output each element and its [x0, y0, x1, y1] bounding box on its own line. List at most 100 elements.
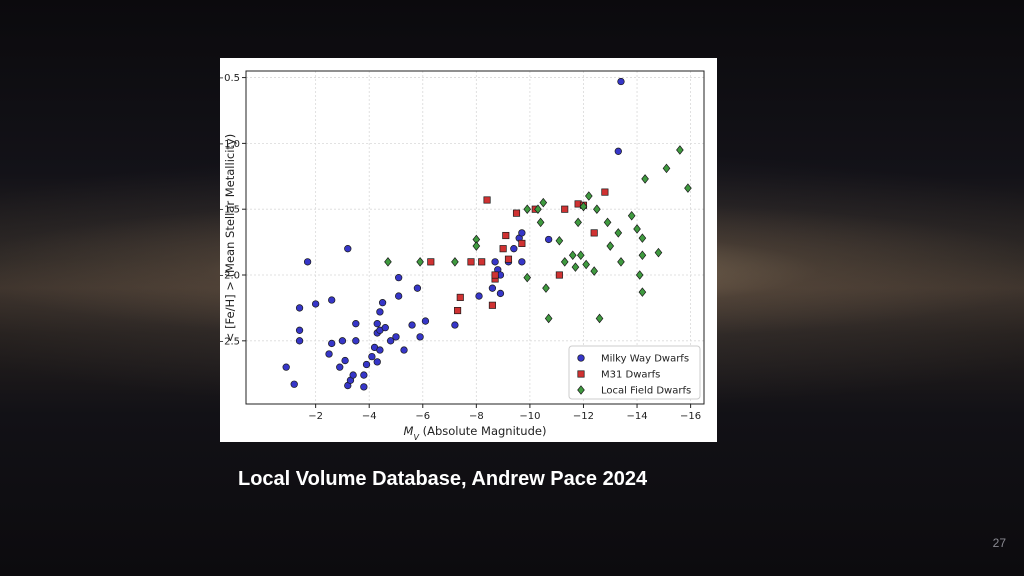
diamond-data-point — [555, 236, 564, 246]
diamond-data-point — [536, 217, 545, 228]
square-data-point — [518, 239, 526, 247]
circle-data-point — [421, 317, 430, 325]
legend-label: Milky Way Dwarfs — [601, 354, 689, 365]
diamond-data-point — [593, 204, 601, 214]
slide-caption: Local Volume Database, Andrew Pace 2024 — [238, 468, 648, 490]
circle-data-point — [491, 258, 499, 266]
diamond-data-point — [574, 217, 582, 228]
circle-data-point — [303, 258, 312, 266]
circle-data-point — [617, 77, 625, 86]
diamond-data-point — [662, 163, 671, 174]
circle-data-point — [341, 356, 349, 365]
diamond-data-point — [638, 233, 647, 243]
y-axis-label: < [Fe/H] > (Mean Stellar Metallicity) — [223, 134, 237, 342]
square-data-point — [456, 293, 464, 301]
circle-data-point — [395, 273, 403, 282]
diamond-data-point — [595, 313, 604, 324]
circle-data-point — [392, 333, 400, 341]
circle-data-point — [488, 284, 497, 292]
square-data-point — [488, 301, 496, 309]
slide-page-number: 27 — [992, 536, 1006, 550]
diamond-data-point — [571, 262, 580, 272]
circle-data-point — [545, 235, 553, 244]
y-tick-label: −2.0 — [220, 271, 240, 282]
circle-data-point — [614, 147, 622, 155]
circle-data-point — [376, 346, 384, 354]
circle-data-point — [518, 258, 526, 266]
diamond-data-point — [641, 174, 649, 184]
circle-data-point — [373, 320, 381, 328]
square-data-point — [555, 271, 563, 279]
diamond-data-point — [560, 257, 569, 267]
legend-label: M31 Dwarfs — [601, 370, 660, 381]
circle-data-point — [295, 304, 304, 312]
diamond-data-point — [384, 257, 392, 267]
x-tick-label: −12 — [573, 411, 594, 422]
circle-data-point — [362, 360, 371, 369]
diamond-data-point — [576, 250, 585, 261]
circle-data-point — [475, 292, 483, 300]
legend-diamond-marker — [577, 385, 585, 395]
diamond-data-point — [614, 228, 623, 238]
circle-data-point — [360, 371, 368, 379]
diamond-data-point — [633, 224, 641, 234]
circle-data-point — [416, 333, 424, 341]
diamond-data-point — [416, 257, 424, 267]
chart-legend: Milky Way Dwarfs M31 Dwarfs Local Field Dw… — [568, 345, 701, 400]
axis-ticks: −2 −4 −6 −8 −10 −12 −14 −16 −0.5 −1.0 −1.5 −2.0 −2.5 — [220, 73, 701, 422]
square-data-point — [478, 258, 486, 266]
diamond-data-point — [472, 241, 481, 251]
diamond-data-point — [542, 283, 550, 293]
circle-data-point — [408, 321, 416, 329]
diamond-data-point — [654, 247, 663, 258]
diamond-data-point — [582, 259, 590, 270]
x-axis-label-symbol: M — [404, 424, 414, 438]
circle-data-point — [378, 299, 387, 307]
circle-data-point — [336, 363, 344, 371]
circle-data-point — [496, 289, 505, 298]
diamond-data-point — [684, 183, 692, 193]
circle-data-point — [451, 321, 459, 329]
circle-data-point — [368, 352, 376, 361]
circle-data-point — [349, 371, 357, 379]
square-data-point — [467, 258, 475, 266]
circle-data-point — [400, 346, 408, 354]
y-tick-label: −0.5 — [220, 73, 240, 84]
legend-circle-marker — [577, 354, 585, 362]
square-data-point — [601, 188, 609, 196]
diamond-data-point — [635, 270, 644, 280]
x-tick-label: −14 — [626, 411, 647, 422]
circle-data-point — [290, 380, 298, 388]
circle-data-point — [413, 284, 422, 292]
legend-square-marker — [577, 370, 585, 378]
x-tick-label: −10 — [519, 411, 540, 422]
x-tick-label: −4 — [362, 411, 377, 422]
diamond-data-point — [539, 197, 548, 208]
square-data-point — [504, 255, 513, 263]
diamond-data-point — [568, 250, 577, 261]
diamond-data-point — [585, 191, 593, 201]
series-circle-points — [282, 77, 625, 391]
legend-box — [568, 345, 701, 400]
circle-data-point — [510, 245, 518, 253]
square-data-point — [491, 271, 499, 279]
diamond-data-point — [523, 204, 532, 214]
circle-data-point — [352, 320, 360, 328]
y-tick-label: −1.0 — [220, 139, 240, 150]
square-data-point — [502, 231, 510, 240]
circle-data-point — [381, 324, 389, 332]
circle-data-point — [295, 337, 304, 345]
diamond-data-point — [534, 204, 542, 214]
diamond-data-point — [451, 257, 459, 267]
legend-entries: Milky Way Dwarfs M31 Dwarfs Local Field Dw… — [577, 354, 691, 397]
x-axis-label: MV (Absolute Magnitude) — [404, 424, 547, 442]
diamond-data-point — [606, 241, 615, 251]
x-tick-label: −2 — [308, 411, 323, 422]
circle-data-point — [295, 326, 304, 334]
circle-data-point — [373, 358, 381, 366]
circle-data-point — [386, 337, 395, 345]
x-tick-label: −8 — [469, 411, 484, 422]
data-points — [282, 77, 692, 391]
circle-data-point — [376, 308, 384, 316]
square-data-point — [499, 245, 507, 253]
